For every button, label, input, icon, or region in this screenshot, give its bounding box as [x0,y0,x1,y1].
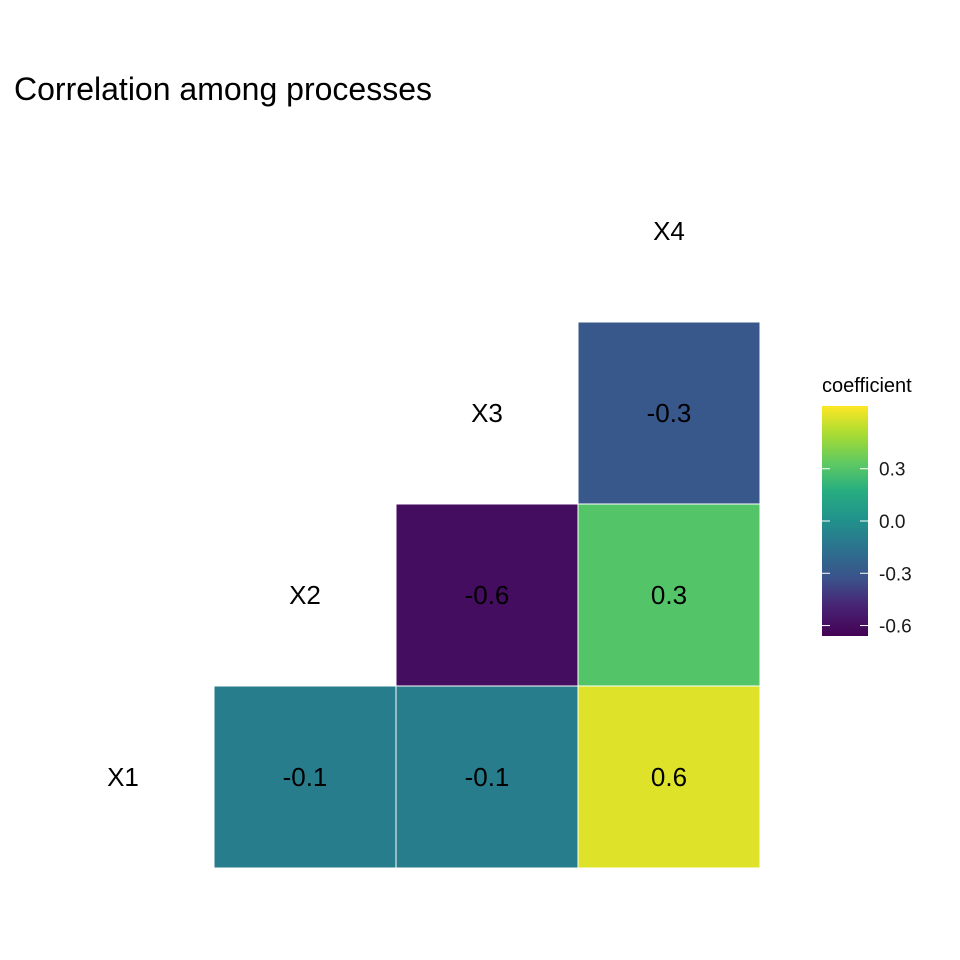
legend-title: coefficient [822,375,912,397]
variable-label-x3: X3 [471,398,503,428]
variable-labels: X1 X2 X3 X4 [107,216,685,792]
heatmap-cell-X2-X4 [577,503,761,687]
heatmap-cell-labels: -0.1 -0.1 0.6 -0.6 0.3 -0.3 [283,398,692,792]
heatmap-cell-X1-X3 [395,685,579,869]
colorbar-tick-label: -0.6 [879,617,912,638]
heatmap-cell-X1-X2 [213,685,397,869]
heatmap-cell-X3-X4 [577,321,761,505]
variable-label-x1: X1 [107,762,139,792]
colorbar-ticks: 0.3 0.0 -0.3 -0.6 [822,460,912,638]
cell-value-label: -0.1 [465,762,510,792]
colorbar-tick-label: 0.3 [879,460,905,481]
cell-value-label: 0.6 [651,762,687,792]
chart-title: Correlation among processes [14,71,432,107]
heatmap-cell-X2-X3 [395,503,579,687]
cell-value-label: -0.6 [465,580,510,610]
heatmap-cells [213,321,761,869]
cell-value-label: 0.3 [651,580,687,610]
variable-label-x2: X2 [289,580,321,610]
colorbar-legend: coefficient 0.3 0.0 -0.3 -0.6 [822,375,912,638]
colorbar-tick-label: 0.0 [879,512,905,533]
colorbar-tick-label: -0.3 [879,564,912,585]
variable-label-x4: X4 [653,216,685,246]
cell-value-label: -0.1 [283,762,328,792]
cell-value-label: -0.3 [647,398,692,428]
